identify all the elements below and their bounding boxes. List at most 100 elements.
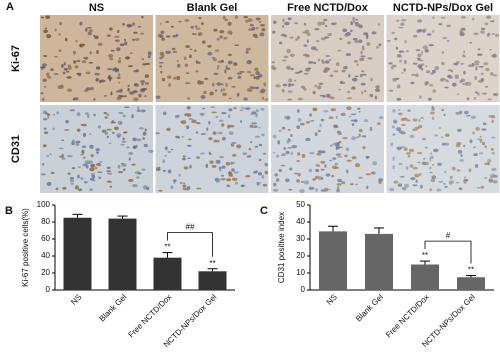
x-tick-label: Blank Gel (354, 292, 385, 323)
cell (422, 45, 428, 50)
x-tick-label: Free NCTD/Dox (384, 293, 431, 340)
cell (393, 119, 398, 124)
cell (479, 135, 482, 138)
cell (333, 70, 339, 73)
cell (88, 29, 93, 33)
cell (122, 23, 126, 26)
cell (278, 129, 282, 133)
cell (247, 89, 253, 93)
cell (365, 173, 371, 176)
cell (447, 74, 451, 78)
cell (72, 50, 76, 55)
cell (366, 42, 371, 46)
cell (297, 152, 301, 156)
cell (72, 98, 75, 101)
cell (141, 15, 144, 19)
bar (198, 271, 227, 290)
cell (397, 183, 403, 187)
cell (404, 183, 410, 188)
cell (313, 61, 317, 65)
cell (483, 177, 488, 179)
cell (423, 158, 426, 160)
cell (441, 51, 444, 54)
micrograph-texture (40, 15, 152, 102)
micrograph-texture (40, 106, 154, 192)
cell (289, 36, 294, 39)
cell (66, 76, 72, 79)
cell (211, 164, 217, 168)
cell (207, 51, 213, 56)
cell (216, 67, 219, 70)
cell (378, 43, 382, 47)
cell (308, 186, 315, 190)
cell (265, 98, 268, 101)
cell (336, 141, 340, 145)
cell (438, 127, 442, 129)
cell (218, 166, 222, 170)
cell (360, 82, 366, 86)
cell (89, 87, 94, 91)
cell (477, 53, 483, 56)
cell (89, 177, 95, 181)
cell (121, 163, 127, 167)
cell (391, 64, 397, 68)
cell (463, 70, 466, 75)
row-label: Ki-67 (10, 45, 22, 72)
y-tick-label: 20 (296, 251, 305, 260)
cell (286, 65, 291, 70)
cell (437, 162, 442, 166)
cell (139, 32, 145, 35)
cell (118, 57, 121, 60)
cell (255, 27, 259, 29)
cell (396, 146, 402, 150)
cell (208, 120, 211, 125)
cell (348, 115, 352, 118)
cell (469, 139, 473, 144)
cell (441, 142, 447, 146)
cell (393, 180, 399, 184)
cell (361, 90, 364, 95)
cell (231, 177, 238, 181)
cell (310, 120, 315, 122)
cell (82, 156, 86, 160)
cell (71, 167, 76, 170)
cell (93, 98, 96, 101)
cell (360, 55, 366, 58)
cell (76, 60, 81, 63)
cell (283, 147, 287, 150)
cell (288, 78, 293, 83)
cell (46, 181, 52, 186)
cell (285, 150, 290, 155)
cell (255, 113, 258, 118)
cell (251, 122, 257, 125)
cell (89, 51, 92, 55)
cell (355, 136, 360, 139)
cell (228, 131, 234, 136)
cell (61, 139, 65, 142)
cell (97, 171, 103, 173)
cell (283, 55, 289, 59)
cell (320, 21, 326, 25)
cell (200, 22, 204, 25)
cell (287, 83, 292, 87)
cell (191, 119, 197, 124)
cell (351, 136, 356, 141)
cell (254, 67, 259, 72)
cell (202, 40, 206, 44)
cell (255, 170, 259, 173)
cell (211, 111, 217, 114)
cell (78, 188, 83, 192)
cell (258, 73, 263, 78)
cell (405, 166, 409, 170)
cell (324, 164, 327, 168)
cell (431, 116, 435, 121)
cell (62, 186, 67, 190)
cell (420, 117, 424, 119)
cell (67, 66, 72, 70)
cell (477, 138, 481, 141)
cell (392, 133, 396, 136)
cell (482, 142, 485, 146)
cell (279, 41, 283, 45)
cell (99, 79, 102, 84)
cell (42, 162, 45, 166)
